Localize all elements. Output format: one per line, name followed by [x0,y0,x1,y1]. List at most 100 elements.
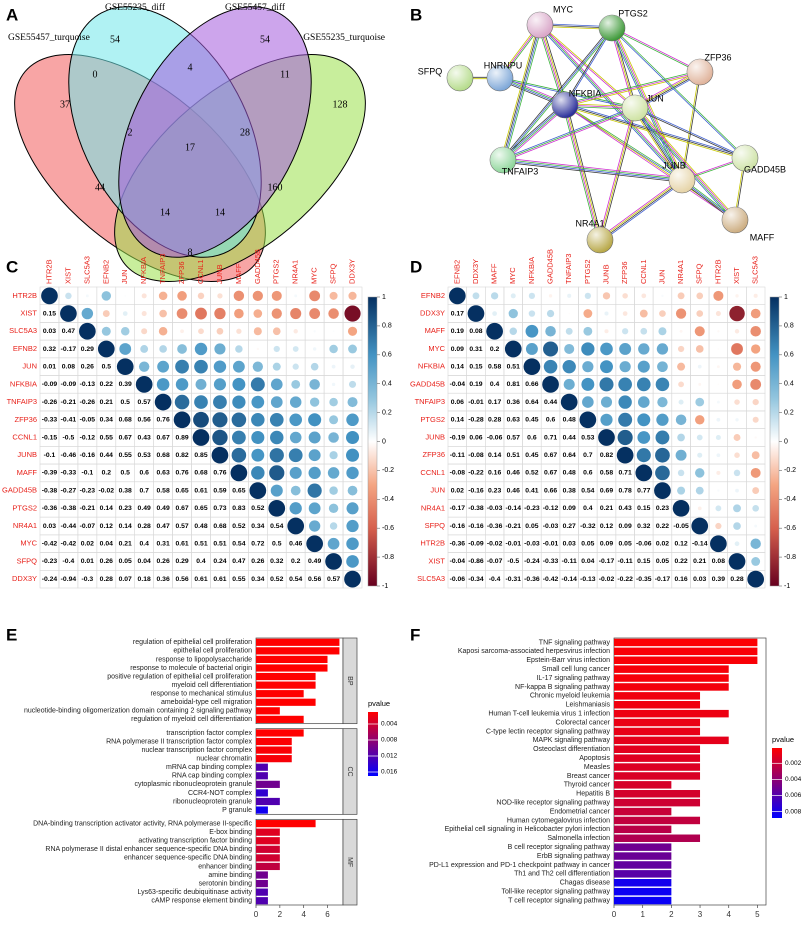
row-label: HTR2B [420,539,445,548]
corr-value: 0.07 [119,576,132,583]
corr-circle [158,291,168,301]
category-label: DNA-binding transcription activator acti… [33,820,252,827]
corr-circle [732,362,742,371]
colorbar-tick-label: 0.016 [381,769,398,776]
corr-value: -0.23 [42,558,58,565]
diagonal-circle [344,570,361,588]
corr-value: 0.31 [469,346,482,353]
corr-value: 0.53 [138,452,151,459]
corr-value: -0.09 [468,541,484,548]
edge [538,25,565,106]
corr-circle [124,295,127,297]
corr-circle [600,342,613,356]
edge [564,70,700,105]
corr-circle [159,309,167,318]
node-shine [669,167,695,193]
corr-value: -0.38 [61,505,77,512]
corr-value: 0.52 [251,505,264,512]
corr-value: -0.14 [506,505,522,512]
corr-circle [288,448,303,463]
corr-circle [347,326,358,336]
corr-value: 0.55 [232,576,245,583]
corr-circle [733,469,741,477]
facet-strip [342,637,358,725]
colorbar-tick-label: 0.006 [785,792,802,799]
corr-value: 0.34 [251,523,264,530]
corr-value: 0.51 [507,452,520,459]
bar [256,746,292,754]
colorbar-tick-label: -0.8 [784,554,796,561]
category-label: Lys63-specific deubiquitinase activity [137,889,252,896]
corr-value: -0.3 [81,576,93,583]
column-label: TNFAIP3 [564,254,573,284]
corr-value: 0.63 [157,470,170,477]
corr-value: -0.03 [524,541,540,548]
corr-value: 0.09 [619,523,632,530]
corr-value: 0.32 [270,558,283,565]
edge [540,23,684,180]
row-label: JUNB [425,432,445,441]
corr-value: 0.6 [139,470,149,477]
corr-circle [657,361,668,373]
bar [256,672,316,681]
corr-value: 0.03 [563,541,576,548]
corr-value: -0.07 [80,523,96,530]
corr-value: 0.68 [213,523,226,530]
column-label: TNFAIP3 [158,254,167,284]
corr-circle [309,308,321,319]
corr-value: -0.35 [636,576,652,583]
corr-value: 0.21 [600,505,613,512]
corr-value: -0.42 [543,576,559,583]
edge [612,27,701,72]
corr-circle [176,308,188,319]
corr-circle [638,343,650,355]
node-shine [552,92,578,118]
node-label: NFKBIA [569,88,602,98]
corr-circle [141,328,148,335]
corr-circle [731,343,743,355]
corr-value: 0.05 [656,558,669,565]
corr-circle [289,413,303,427]
diagonal-circle [523,358,541,376]
corr-circle [213,360,227,373]
corr-value: 0.54 [232,541,245,548]
corr-circle [270,430,284,445]
node-shine [487,65,513,91]
corr-circle [308,502,321,515]
corr-circle [618,395,632,409]
category-label: C-type lectin receptor signaling pathway [486,728,611,735]
corr-circle [174,394,190,410]
corr-circle [604,311,609,316]
row-label: EFNB2 [13,344,37,353]
edge [565,28,613,106]
x-tick-label: 1 [640,910,645,919]
corr-circle [291,379,301,389]
column-label: PTGS2 [272,259,281,284]
corr-circle [253,309,263,318]
corr-circle [677,345,685,353]
corr-value: -0.4 [63,558,75,565]
corr-circle [622,293,628,299]
bar [614,683,729,691]
corr-circle [750,308,761,319]
corr-circle [331,382,336,387]
diagonal-circle [467,305,485,322]
category-label: MAPK signaling pathway [533,737,611,744]
corr-circle [677,292,685,300]
corr-value: -0.08 [450,470,466,477]
corr-circle [751,344,761,354]
corr-value: 0.05 [119,558,132,565]
corr-value: 0.48 [563,417,576,424]
category-label: ErbB signaling pathway [537,853,611,860]
category-label: Leishmaniasis [566,702,611,709]
node-label: GADD45B [744,164,786,174]
venn-set [118,6,312,258]
corr-circle [564,343,575,354]
panel-label: A [6,5,18,24]
edge [503,25,542,161]
corr-circle [636,377,651,392]
region-count: 8 [188,247,193,258]
corr-circle [344,305,361,322]
corr-value: 0.01 [43,363,56,370]
corr-circle [677,362,686,371]
